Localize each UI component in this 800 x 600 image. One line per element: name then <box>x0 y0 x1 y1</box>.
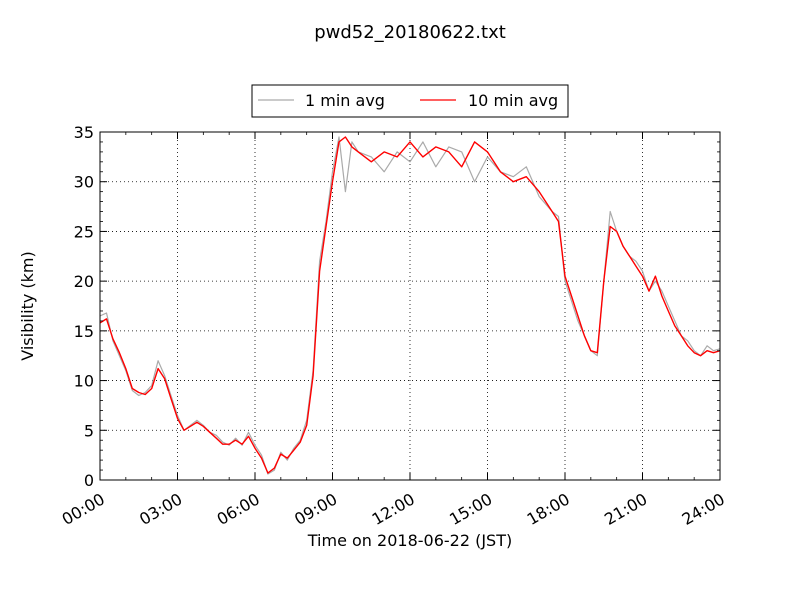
y-tick-label-30: 30 <box>74 173 94 192</box>
x-tick-label-09:00: 09:00 <box>291 489 340 529</box>
x-tick-label-24:00: 24:00 <box>679 489 728 529</box>
y-tick-label-35: 35 <box>74 123 94 142</box>
chart-title: pwd52_20180622.txt <box>314 22 506 43</box>
legend-label-10-min-avg: 10 min avg <box>468 91 558 110</box>
y-axis-label: Visibility (km) <box>18 251 37 360</box>
legend-label-1-min-avg: 1 min avg <box>305 91 385 110</box>
y-tick-label-15: 15 <box>74 322 94 341</box>
y-tick-label-0: 0 <box>84 471 94 490</box>
y-tick-label-20: 20 <box>74 272 94 291</box>
legend-box <box>251 84 569 118</box>
x-tick-label-12:00: 12:00 <box>369 489 418 529</box>
x-tick-label-06:00: 06:00 <box>214 489 263 529</box>
x-tick-label-00:00: 00:00 <box>59 489 108 529</box>
x-tick-label-03:00: 03:00 <box>136 489 185 529</box>
y-tick-label-5: 5 <box>84 421 94 440</box>
legend: 1 min avg 10 min avg <box>251 84 569 118</box>
x-axis-label: Time on 2018-06-22 (JST) <box>307 531 512 550</box>
y-tick-label-10: 10 <box>74 372 94 391</box>
x-tick-label-15:00: 15:00 <box>446 489 495 529</box>
series-line-1-min-avg <box>99 136 721 475</box>
x-tick-label-21:00: 21:00 <box>601 489 650 529</box>
y-tick-label-25: 25 <box>74 222 94 241</box>
x-tick-label-18:00: 18:00 <box>524 489 573 529</box>
series-line-10-min-avg <box>99 136 721 474</box>
